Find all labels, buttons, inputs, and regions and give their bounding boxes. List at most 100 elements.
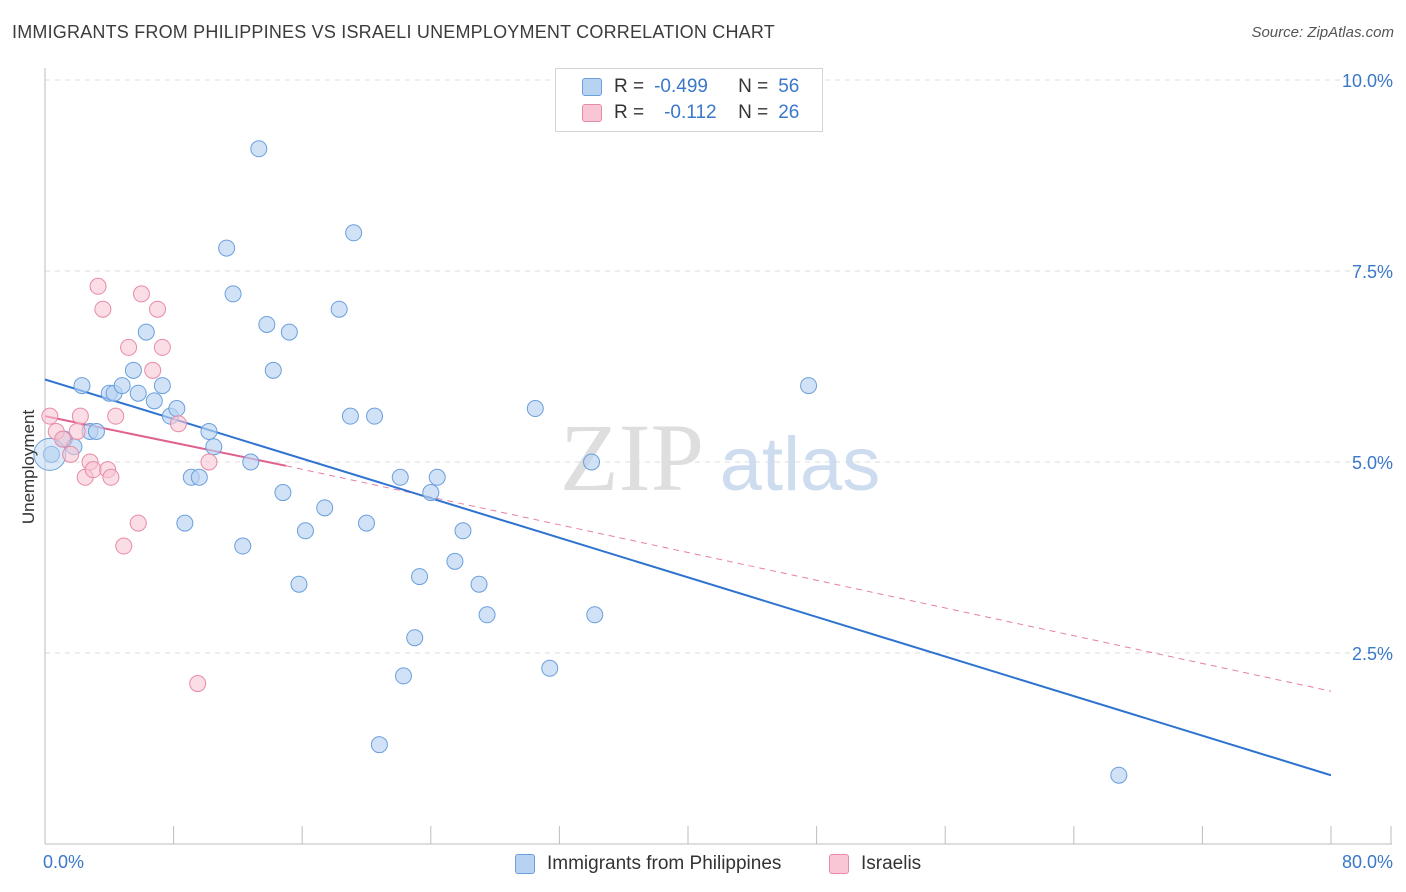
philippines-point: [345, 224, 363, 242]
israelis-point: [54, 430, 72, 448]
israelis-point: [84, 461, 102, 479]
philippines-point: [454, 522, 472, 540]
israelis-point: [132, 285, 150, 303]
philippines-point: [145, 392, 163, 410]
philippines-point: [129, 384, 147, 402]
x-tick-max: 80.0%: [1341, 852, 1393, 872]
y-tick-labels: 2.5% 5.0% 7.5% 10.0%: [1342, 71, 1393, 664]
philippines-point: [1110, 766, 1128, 784]
watermark: ZIP atlas: [560, 404, 880, 511]
philippines-point: [224, 285, 242, 303]
philippines-point: [168, 400, 186, 418]
y-tick-label: 2.5%: [1352, 644, 1393, 664]
philippines-point: [290, 575, 308, 593]
philippines-point: [800, 377, 818, 395]
israelis-point: [62, 445, 80, 463]
philippines-point: [200, 422, 218, 440]
swatch-blue: [515, 854, 535, 874]
chart-title: IMMIGRANTS FROM PHILIPPINES VS ISRAELI U…: [12, 22, 775, 42]
philippines-point: [296, 522, 314, 540]
y-axis-label: Unemployment: [19, 409, 38, 525]
philippines-point: [87, 422, 105, 440]
n-value: 56: [778, 76, 800, 97]
r-label: R =: [614, 76, 645, 97]
philippines-point: [137, 323, 155, 341]
n-label: N =: [738, 102, 769, 123]
philippines-point: [526, 400, 544, 418]
philippines-point: [258, 315, 276, 333]
series-legend: Immigrants from Philippines Israelis: [0, 850, 1406, 880]
philippines-point: [586, 606, 604, 624]
philippines-point: [250, 140, 268, 158]
philippines-point: [478, 606, 496, 624]
israelis-point: [144, 361, 162, 379]
philippines-point: [330, 300, 348, 318]
philippines-point: [124, 361, 142, 379]
israelis-point: [200, 453, 218, 471]
israelis-point: [107, 407, 125, 425]
israelis-point: [68, 422, 86, 440]
philippines-point: [422, 484, 440, 502]
philippines-point: [366, 407, 384, 425]
point-layer: [33, 140, 1128, 784]
philippines-point: [341, 407, 359, 425]
israelis-point: [94, 300, 112, 318]
israelis-point: [115, 537, 133, 555]
philippines-point: [370, 736, 388, 754]
n-value: 26: [778, 102, 800, 123]
legend-item-philippines[interactable]: Immigrants from Philippines: [515, 853, 781, 875]
philippines-point: [218, 239, 236, 257]
philippines-point: [242, 453, 260, 471]
r-value: -0.499: [654, 76, 708, 97]
watermark-zip: ZIP: [560, 404, 704, 511]
philippines-point: [411, 568, 429, 586]
philippines-point: [190, 468, 208, 486]
philippines-point: [394, 667, 412, 685]
philippines-point: [583, 453, 601, 471]
israelis-point: [71, 407, 89, 425]
israelis-point: [189, 675, 207, 693]
israelis-point: [41, 407, 59, 425]
philippines-point: [153, 377, 171, 395]
philippines-point: [73, 377, 91, 395]
philippines-point: [274, 484, 292, 502]
legend-row-israelis: R = -0.112 N = 26: [582, 101, 799, 125]
philippines-point: [428, 468, 446, 486]
philippines-point: [470, 575, 488, 593]
legend-row-philippines: R = -0.499 N = 56: [582, 75, 799, 99]
israelis-point: [120, 338, 138, 356]
swatch-pink: [829, 854, 849, 874]
philippines-point: [316, 499, 334, 517]
philippines-point: [176, 514, 194, 532]
israelis-point: [129, 514, 147, 532]
n-label: N =: [738, 76, 769, 97]
philippines-point: [446, 552, 464, 570]
philippines-trend-line: [44, 378, 1332, 777]
r-label: R =: [614, 102, 645, 123]
x-tick-min: 0.0%: [43, 852, 85, 872]
r-value: -0.112: [664, 102, 717, 123]
swatch-pink: [582, 104, 602, 122]
philippines-point: [406, 629, 424, 647]
israelis-trend-extension: [286, 465, 1332, 692]
philippines-point: [113, 377, 131, 395]
watermark-atlas: atlas: [720, 422, 881, 507]
y-tick-label: 5.0%: [1352, 453, 1393, 473]
israelis-point: [89, 277, 107, 295]
source-credit: Source: ZipAtlas.com: [1251, 24, 1394, 41]
grid-layer: [45, 79, 1392, 654]
legend-label: Israelis: [861, 853, 922, 874]
philippines-point: [280, 323, 298, 341]
philippines-point: [541, 659, 559, 677]
philippines-point: [391, 468, 409, 486]
israelis-point: [169, 415, 187, 433]
y-tick-label: 7.5%: [1352, 262, 1393, 282]
philippines-point: [234, 537, 252, 555]
y-tick-label: 10.0%: [1342, 71, 1393, 91]
israelis-point: [102, 468, 120, 486]
swatch-blue: [582, 78, 602, 96]
philippines-point: [205, 438, 223, 456]
israelis-point: [149, 300, 167, 318]
legend-item-israelis[interactable]: Israelis: [829, 853, 921, 875]
